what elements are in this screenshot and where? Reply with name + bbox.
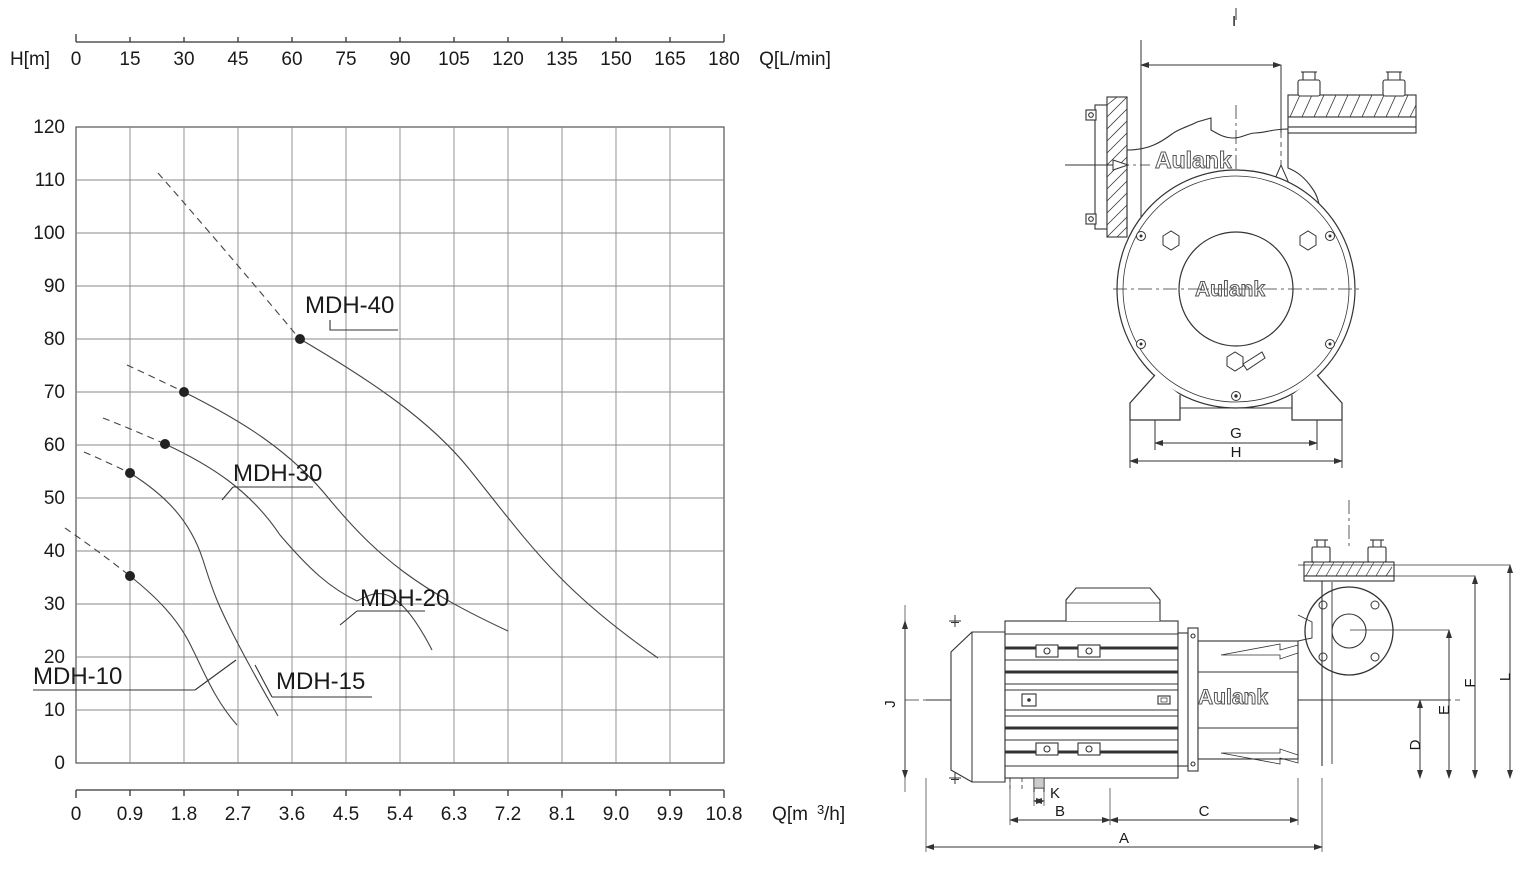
svg-text:MDH-15: MDH-15 <box>276 668 365 695</box>
svg-text:MDH-30: MDH-30 <box>233 460 322 487</box>
svg-text:50: 50 <box>44 488 65 509</box>
svg-text:90: 90 <box>44 276 65 297</box>
svg-text:MDH-10: MDH-10 <box>33 663 122 690</box>
svg-text:100: 100 <box>33 223 65 244</box>
svg-text:J: J <box>882 700 899 708</box>
svg-text:Aulank: Aulank <box>1155 147 1232 173</box>
svg-text:L: L <box>1497 673 1514 681</box>
svg-text:H[m]: H[m] <box>10 49 50 70</box>
svg-text:15: 15 <box>119 49 140 70</box>
svg-text:I: I <box>1232 13 1236 30</box>
svg-text:MDH-40: MDH-40 <box>305 292 394 319</box>
svg-text:9.0: 9.0 <box>603 804 629 825</box>
svg-text:30: 30 <box>44 594 65 615</box>
svg-text:80: 80 <box>44 329 65 350</box>
svg-text:30: 30 <box>173 49 194 70</box>
svg-text:2.7: 2.7 <box>225 804 251 825</box>
svg-text:F: F <box>1462 678 1479 687</box>
svg-text:1.8: 1.8 <box>171 804 197 825</box>
svg-text:8.1: 8.1 <box>549 804 575 825</box>
svg-text:70: 70 <box>44 382 65 403</box>
svg-text:G: G <box>1230 425 1242 442</box>
svg-text:MDH-20: MDH-20 <box>360 585 449 612</box>
svg-text:C: C <box>1199 803 1210 820</box>
svg-text:K: K <box>1050 785 1060 802</box>
svg-text:6.3: 6.3 <box>441 804 467 825</box>
svg-text:A: A <box>1119 830 1129 847</box>
svg-text:B: B <box>1055 803 1065 820</box>
svg-text:40: 40 <box>44 541 65 562</box>
svg-text:Q[m: Q[m <box>772 804 808 825</box>
svg-text:120: 120 <box>492 49 524 70</box>
svg-text:120: 120 <box>33 117 65 138</box>
svg-text:0: 0 <box>71 49 82 70</box>
svg-text:4.5: 4.5 <box>333 804 359 825</box>
svg-text:3.6: 3.6 <box>279 804 305 825</box>
svg-text:0: 0 <box>54 753 65 774</box>
svg-text:90: 90 <box>389 49 410 70</box>
svg-text:E: E <box>1436 705 1453 715</box>
svg-text:5.4: 5.4 <box>387 804 414 825</box>
svg-text:105: 105 <box>438 49 470 70</box>
svg-text:150: 150 <box>600 49 632 70</box>
svg-text:Aulank: Aulank <box>1198 686 1268 709</box>
svg-text:0.9: 0.9 <box>117 804 143 825</box>
svg-text:10.8: 10.8 <box>706 804 743 825</box>
svg-text:135: 135 <box>546 49 578 70</box>
svg-text:60: 60 <box>281 49 302 70</box>
svg-text:45: 45 <box>227 49 248 70</box>
svg-text:10: 10 <box>44 700 65 721</box>
svg-text:165: 165 <box>654 49 686 70</box>
svg-text:Aulank: Aulank <box>1195 278 1265 301</box>
svg-text:0: 0 <box>71 804 82 825</box>
svg-text:110: 110 <box>35 170 65 191</box>
svg-text:/h]: /h] <box>824 804 845 825</box>
svg-text:Q[L/min]: Q[L/min] <box>759 49 831 70</box>
svg-text:9.9: 9.9 <box>657 804 683 825</box>
svg-text:180: 180 <box>708 49 740 70</box>
svg-text:H: H <box>1231 444 1242 461</box>
svg-text:7.2: 7.2 <box>495 804 521 825</box>
svg-text:D: D <box>1407 739 1424 750</box>
svg-text:60: 60 <box>44 435 65 456</box>
svg-text:75: 75 <box>335 49 356 70</box>
